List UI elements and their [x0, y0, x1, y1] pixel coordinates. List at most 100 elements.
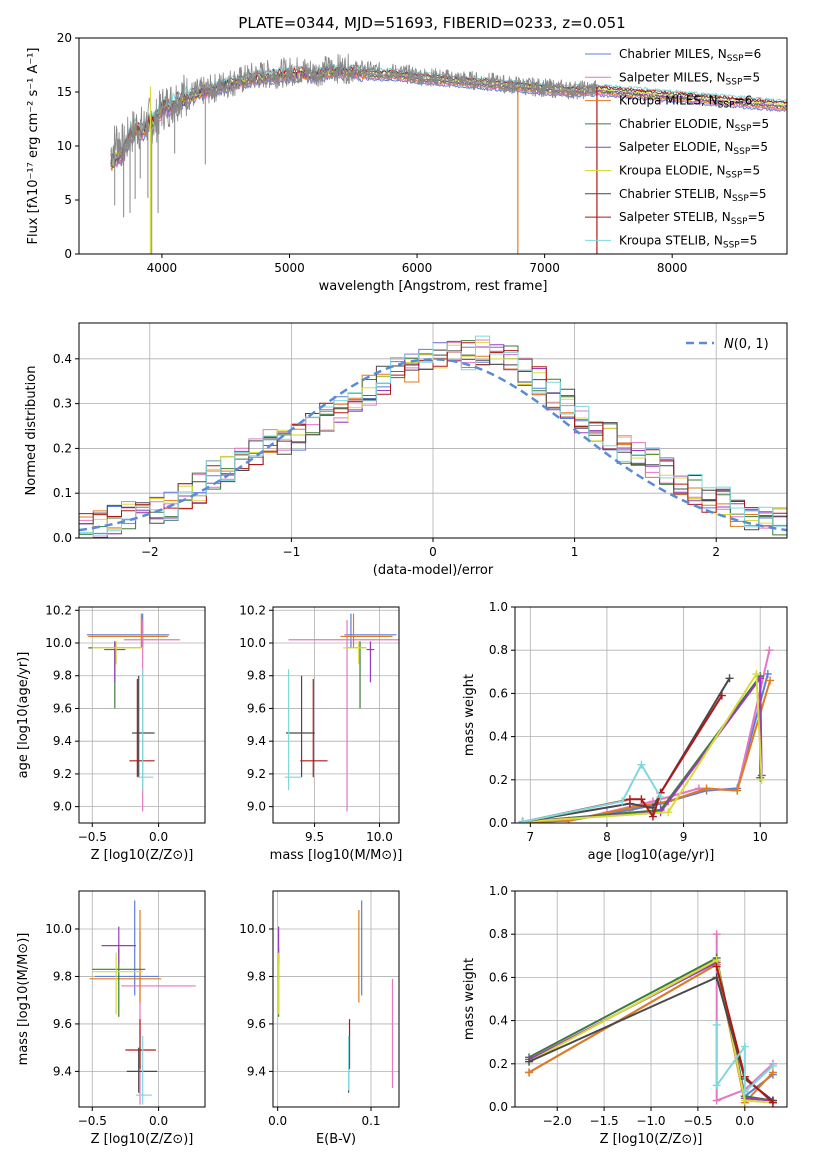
weight-marker: [740, 1096, 749, 1105]
weight-marker: [768, 1098, 777, 1107]
age_vs_Z-ytick-label: 9.8: [53, 669, 72, 683]
age_vs_Z-ytick-label: 10.0: [45, 636, 72, 650]
age_vs_mass-ytick-label: 10.0: [239, 636, 266, 650]
legend-label: Salpeter STELIB, NSSP=5: [619, 210, 765, 227]
mass_vs_Z-ytick-label: 10.0: [45, 922, 72, 936]
weight_vs_age-ytick-label: 0.0: [489, 816, 508, 830]
weight_vs_age-ytick-label: 1.0: [489, 600, 508, 614]
weight_vs_age-ytick-label: 0.6: [489, 686, 508, 700]
age_vs_Z-ytick-label: 9.6: [53, 701, 72, 715]
mass_vs_Z-ytick-label: 9.4: [53, 1064, 72, 1078]
residuals-ytick-label: 0.4: [53, 352, 72, 366]
age_vs_mass-ytick-label: 9.2: [247, 767, 266, 781]
weight_vs_Z-ytick-label: 0.0: [489, 1100, 508, 1114]
age_vs_Z-plot-area: [86, 613, 180, 812]
weight-marker: [618, 797, 627, 806]
mass_vs_EBV-xtick-label: 0.1: [361, 1114, 380, 1128]
spectrum-legend: Chabrier MILES, NSSP=6 Salpeter MILES, NS…: [585, 47, 769, 250]
residuals-xlabel: (data-model)/error: [373, 563, 494, 578]
weight_vs_age-frame: [514, 606, 788, 824]
figure-title: PLATE=0344, MJD=51693, FIBERID=0233, z=0…: [238, 14, 625, 32]
age_vs_Z-ytick-label: 10.2: [45, 603, 72, 617]
age_vs_mass-xtick-label: 10.0: [366, 830, 393, 844]
weight-line: [522, 670, 763, 823]
age_vs_mass-frame: [272, 606, 400, 824]
legend-label: Salpeter ELODIE, NSSP=5: [619, 140, 768, 157]
weight_vs_age-xtick-label: 10: [753, 830, 768, 844]
mass_vs_EBV-xlabel: E(B-V): [316, 1132, 356, 1147]
weight-marker: [768, 1061, 777, 1070]
age_vs_Z-ytick-label: 9.4: [53, 734, 72, 748]
mass_vs_EBV-ytick-label: 9.8: [247, 969, 266, 983]
spectrum-ytick-label: 5: [64, 193, 72, 207]
weight_vs_Z-plot-area: [525, 930, 777, 1107]
weight_vs_Z-ytick-label: 0.8: [489, 927, 508, 941]
age_vs_mass-ytick-label: 9.4: [247, 734, 266, 748]
weight_vs_Z-ytick-label: 0.2: [489, 1057, 508, 1071]
histogram-step: [79, 335, 787, 538]
weight-marker: [766, 676, 775, 685]
age_vs_Z-ytick-label: 9.0: [53, 800, 72, 814]
spectrum-xtick-label: 5000: [274, 261, 305, 275]
mass_vs_Z-xtick-label: −0.5: [78, 1114, 107, 1128]
mass_vs_EBV-plot-area: [278, 900, 394, 1093]
residuals-plot-area: [79, 335, 787, 538]
weight_vs_age-ylabel: mass weight: [462, 674, 477, 756]
mass_vs_Z-plot-area: [89, 900, 196, 1105]
age_vs_Z-xtick-label: −0.5: [78, 830, 107, 844]
weight-marker: [525, 1057, 534, 1066]
spectrum-panel: 4000 5000 6000 7000 8000 0 5 10 15 20 wavelength […: [26, 31, 788, 294]
age_vs_mass-ytick-label: 10.2: [239, 603, 266, 617]
residuals-ytick-label: 0.1: [53, 486, 72, 500]
legend-label: Chabrier MILES, NSSP=6: [619, 47, 761, 64]
mass_vs_Z-panel: −0.5 0.0 9.4 9.6 9.8 10.0 Z [log10(Z/Z⊙)] mass …: [16, 890, 206, 1147]
legend-label: Kroupa ELODIE, NSSP=5: [619, 164, 760, 181]
spectrum-ytick-label: 15: [57, 85, 72, 99]
age_vs_Z-ylabel: age [log10(age/yr)]: [16, 652, 31, 779]
mass_vs_EBV-frame: [272, 890, 400, 1108]
spectrum-ylabel: Flux [fλ10⁻¹⁷ erg cm⁻² s⁻¹ A⁻¹]: [26, 48, 41, 245]
weight-marker: [637, 795, 646, 804]
weight_vs_Z-xtick-label: 0.0: [735, 1114, 754, 1128]
weight-marker: [733, 786, 742, 795]
weight_vs_Z-xtick-label: −0.5: [683, 1114, 712, 1128]
weight-marker: [656, 793, 665, 802]
weight_vs_age-ytick-label: 0.2: [489, 773, 508, 787]
weight_vs_age-xtick-label: 9: [680, 830, 688, 844]
legend-label: Kroupa STELIB, NSSP=5: [619, 233, 757, 250]
residuals-ylabel: Normed distribution: [24, 366, 39, 496]
weight_vs_Z-xlabel: Z [log10(Z/Z⊙)]: [600, 1132, 703, 1147]
mass_vs_EBV-ytick-label: 9.4: [247, 1064, 266, 1078]
histogram-step: [79, 350, 787, 538]
weight-marker: [712, 962, 721, 971]
residuals-ytick-label: 0.3: [53, 397, 72, 411]
weight-marker: [625, 795, 634, 804]
weight-marker: [763, 669, 772, 678]
weight-marker: [712, 1096, 721, 1105]
mass_vs_Z-xtick-label: 0.0: [149, 1114, 168, 1128]
residuals-xtick-label: −1: [283, 545, 301, 559]
weight_vs_Z-ytick-label: 0.4: [489, 1014, 508, 1028]
weight_vs_Z-ytick-label: 0.6: [489, 970, 508, 984]
spectrum-xtick-label: 8000: [657, 261, 688, 275]
age_vs_mass-ytick-label: 9.6: [247, 701, 266, 715]
residuals-legend-label: N(0, 1): [724, 337, 769, 352]
mass_vs_Z-ytick-label: 9.8: [53, 969, 72, 983]
age_vs_mass-ytick-label: 9.0: [247, 800, 266, 814]
weight_vs_age-plot-area: [518, 646, 775, 823]
age_vs_Z-xlabel: Z [log10(Z/Z⊙)]: [91, 848, 194, 863]
residuals-xtick-label: 0: [429, 545, 437, 559]
age_vs_mass-xtick-label: 9.5: [305, 830, 324, 844]
weight_vs_age-xtick-label: 7: [527, 830, 535, 844]
residuals-xtick-label: 2: [712, 545, 720, 559]
weight_vs_Z-xtick-label: −2.0: [543, 1114, 572, 1128]
weight-marker: [664, 808, 673, 817]
weight-marker: [525, 1068, 534, 1077]
weight-marker: [712, 1081, 721, 1090]
age_vs_mass-plot-area: [284, 613, 399, 812]
weight-line: [522, 649, 771, 823]
spectrum-model-line: [110, 71, 787, 169]
spectrum-ytick-label: 10: [57, 139, 72, 153]
age_vs_Z-panel: −0.5 0.0 9.0 9.2 9.4 9.6 9.8 10.0 10.2 Z [log10(Z…: [16, 603, 206, 863]
